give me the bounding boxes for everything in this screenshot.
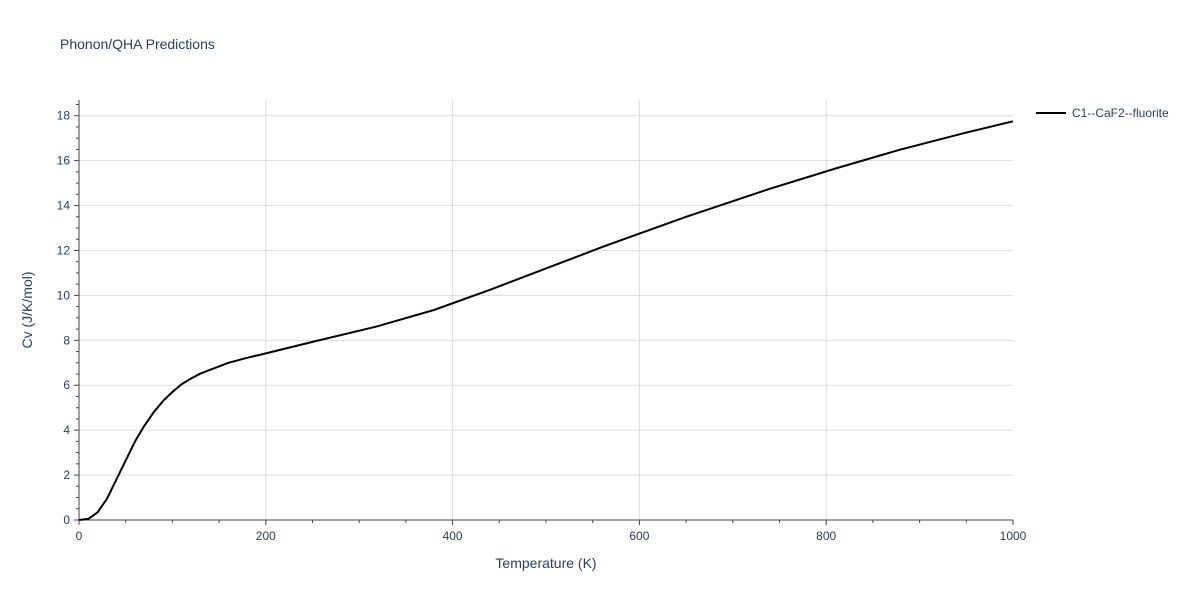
y-tick-label: 4 [63, 423, 70, 437]
x-axis-title: Temperature (K) [495, 555, 596, 571]
y-axis-title: Cv (J/K/mol) [19, 272, 35, 349]
y-tick-label: 12 [57, 243, 71, 257]
y-tick-label: 10 [57, 288, 71, 302]
legend-line-swatch [1036, 112, 1066, 114]
x-tick-label: 0 [76, 529, 83, 543]
y-tick-label: 14 [57, 199, 71, 213]
y-tick-label: 8 [63, 333, 70, 347]
y-tick-label: 18 [57, 109, 71, 123]
grid [79, 100, 1013, 520]
plot-area [78, 120, 1014, 521]
legend[interactable]: C1--CaF2--fluorite [1036, 106, 1169, 120]
x-tick-label: 200 [256, 529, 276, 543]
y-tick-label: 0 [63, 513, 70, 527]
y-tick-label: 6 [63, 378, 70, 392]
x-tick-label: 800 [816, 529, 836, 543]
x-tick-label: 1000 [1000, 529, 1027, 543]
chart-title: Phonon/QHA Predictions [60, 36, 215, 52]
legend-label: C1--CaF2--fluorite [1072, 106, 1169, 120]
x-tick-label: 400 [443, 529, 463, 543]
series-line-cv [78, 120, 1014, 521]
y-tick-label: 2 [63, 468, 70, 482]
axes: 0 2 4 6 8 10 12 14 16 18 0 200 400 600 800 1000 [57, 100, 1027, 543]
y-tick-label: 16 [57, 154, 71, 168]
x-tick-label: 600 [629, 529, 649, 543]
